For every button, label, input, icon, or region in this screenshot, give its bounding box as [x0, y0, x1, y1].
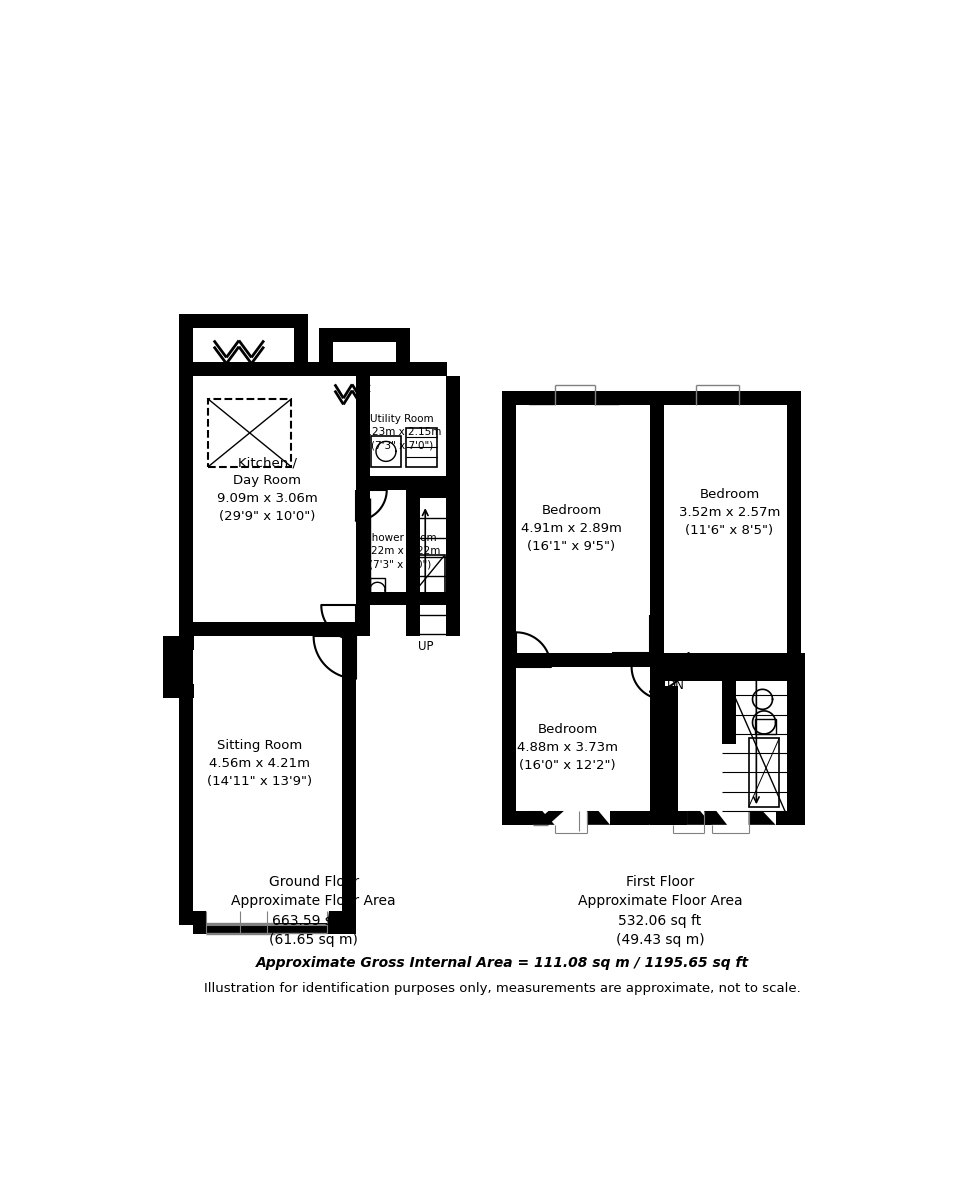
Polygon shape [179, 911, 206, 926]
Bar [179, 622, 342, 636]
Text: Illustration for identification purposes only, measurements are approximate, not: Illustration for identification purposes… [204, 981, 801, 994]
Text: UP: UP [418, 639, 434, 652]
Text: Approximate Gross Internal Area = 111.08 sq m / 1195.65 sq ft: Approximate Gross Internal Area = 111.08… [256, 956, 749, 970]
Bar [179, 376, 193, 636]
Text: Bedroom
4.91m x 2.89m
(16'1" x 9'5"): Bedroom 4.91m x 2.89m (16'1" x 9'5") [521, 504, 622, 553]
Polygon shape [533, 811, 563, 825]
Bar [356, 376, 369, 636]
Bar [406, 483, 460, 498]
Bar [179, 314, 309, 329]
Bar [369, 578, 385, 598]
Bar [503, 811, 533, 825]
Polygon shape [704, 811, 727, 825]
Bar [406, 489, 419, 636]
Bar [356, 605, 369, 636]
Bar [179, 622, 363, 636]
Bar [503, 391, 801, 405]
Bar [319, 330, 333, 376]
Text: Ground Floor
Approximate Floor Area
663.59 sq ft
(61.65 sq m): Ground Floor Approximate Floor Area 663.… [231, 875, 396, 948]
Polygon shape [330, 911, 342, 926]
Bar [739, 391, 801, 405]
Bar [619, 391, 650, 405]
Bar [650, 667, 805, 681]
Polygon shape [179, 911, 206, 926]
Bar [650, 391, 664, 825]
Bar [319, 362, 396, 376]
Bar [193, 923, 356, 934]
Bar [791, 667, 805, 825]
Bar [356, 476, 447, 489]
Bar [164, 636, 194, 650]
Bar [749, 738, 779, 807]
Bar [755, 719, 776, 734]
Bar [396, 329, 410, 376]
Text: Bedroom
4.88m x 3.73m
(16'0" x 12'2"): Bedroom 4.88m x 3.73m (16'0" x 12'2") [517, 723, 618, 772]
Polygon shape [529, 391, 555, 405]
Polygon shape [687, 811, 711, 825]
Bar [164, 636, 180, 697]
Bar [721, 654, 736, 743]
Polygon shape [529, 811, 555, 825]
Bar [275, 923, 344, 934]
Polygon shape [326, 911, 342, 926]
Bar [664, 654, 721, 667]
Bar [503, 654, 664, 667]
Bar [503, 391, 516, 825]
Bar [611, 811, 649, 825]
Polygon shape [749, 811, 775, 825]
Bar [410, 556, 445, 598]
Bar [164, 684, 194, 697]
Bar [650, 667, 664, 825]
Bar [206, 923, 275, 934]
Bar [775, 811, 787, 825]
Bar [721, 654, 791, 667]
Bar [503, 391, 529, 405]
Bar [342, 636, 356, 926]
Bar [179, 362, 306, 376]
Bar [791, 654, 805, 825]
Bar [650, 391, 697, 405]
Bar [294, 314, 309, 376]
Text: Sitting Room
4.56m x 4.21m
(14'11" x 13'9"): Sitting Room 4.56m x 4.21m (14'11" x 13'… [207, 739, 313, 787]
Bar [319, 329, 410, 342]
Polygon shape [649, 811, 673, 825]
Polygon shape [587, 811, 611, 825]
Text: Shower Room
2.22m x 1.22m
(7'3" x 4'0"): Shower Room 2.22m x 1.22m (7'3" x 4'0") [361, 533, 440, 570]
Bar [503, 811, 529, 825]
Bar [208, 400, 291, 467]
Bar [309, 362, 319, 376]
Text: DN: DN [667, 678, 685, 691]
Bar [406, 428, 437, 467]
Bar [664, 811, 687, 825]
Bar [179, 314, 193, 376]
Text: Kitchen /
Day Room
9.09m x 3.06m
(29'9" x 10'0"): Kitchen / Day Room 9.09m x 3.06m (29'9" … [217, 456, 318, 524]
Text: Bedroom
3.52m x 2.57m
(11'6" x 8'5"): Bedroom 3.52m x 2.57m (11'6" x 8'5") [679, 488, 780, 538]
Bar [371, 436, 401, 467]
Text: Utility Room
2.23m x 2.15m
(7'3" x 7'0"): Utility Room 2.23m x 2.15m (7'3" x 7'0") [363, 414, 442, 450]
Text: First Floor
Approximate Floor Area
532.06 sq ft
(49.43 sq m): First Floor Approximate Floor Area 532.0… [578, 875, 743, 948]
Bar [446, 376, 460, 636]
Bar [179, 636, 193, 926]
Bar [179, 911, 206, 926]
Bar [356, 362, 447, 376]
Bar [787, 391, 801, 825]
Polygon shape [595, 391, 619, 405]
Bar [664, 687, 678, 825]
Bar [356, 591, 447, 605]
